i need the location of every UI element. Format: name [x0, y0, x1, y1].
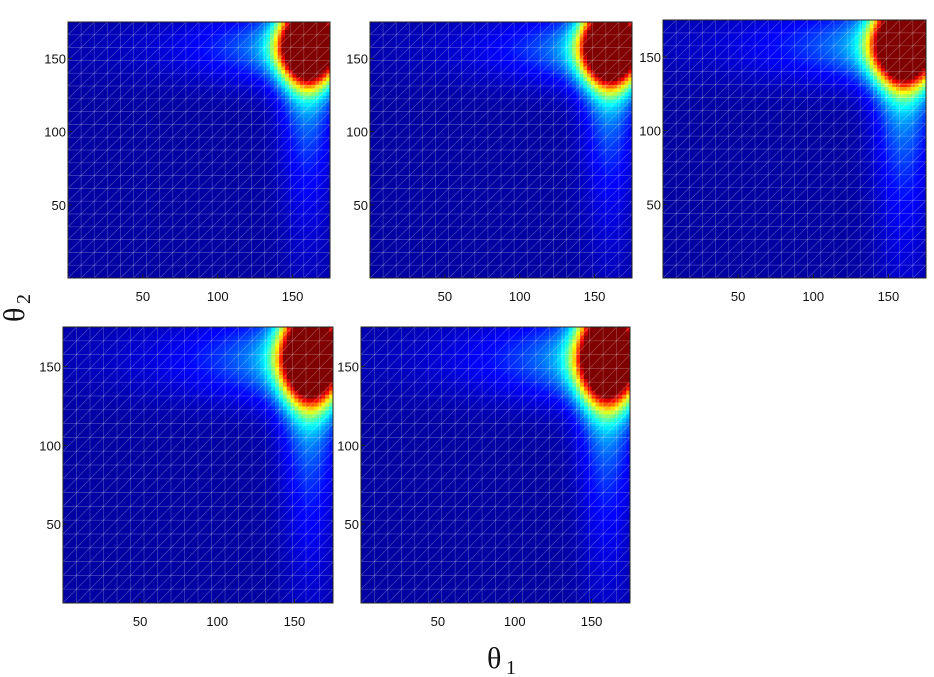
y-tick-label: 100 — [44, 125, 66, 140]
y-tick-label: 50 — [345, 517, 359, 532]
heatmap-cells — [68, 22, 330, 278]
y-axis-label-subscript: 2 — [13, 294, 35, 304]
y-tick-label: 50 — [647, 197, 661, 212]
heatmap-panel-4: 50 100 150 50 100 150 — [39, 326, 334, 629]
y-tick-label: 50 — [52, 198, 66, 213]
x-tick-label: 100 — [802, 289, 824, 304]
y-tick-label: 100 — [639, 124, 661, 139]
heatmap-cells — [63, 327, 333, 603]
x-tick-label: 100 — [504, 614, 526, 629]
x-tick-label: 100 — [207, 289, 229, 304]
y-axis-label-symbol: θ — [0, 308, 31, 322]
y-tick-label: 150 — [639, 50, 661, 65]
x-tick-label: 100 — [509, 289, 531, 304]
y-tick-label: 150 — [39, 359, 61, 374]
heatmap-cells — [370, 22, 632, 278]
x-axis-label: θ 1 — [487, 642, 516, 677]
y-axis-label: θ 2 — [0, 294, 35, 322]
mesh-lines — [663, 20, 926, 278]
mesh-lines — [63, 327, 333, 603]
x-tick-label: 150 — [878, 289, 900, 304]
heatmap-panel-1: 50 100 150 50 100 150 — [44, 21, 331, 304]
x-axis-label-symbol: θ — [487, 642, 501, 675]
y-tick-label: 50 — [47, 517, 61, 532]
x-tick-label: 150 — [584, 289, 606, 304]
y-tick-label: 150 — [337, 359, 359, 374]
x-tick-label: 150 — [581, 614, 603, 629]
x-tick-label: 150 — [282, 289, 304, 304]
mesh-lines — [370, 22, 632, 278]
plot-frame — [662, 19, 927, 279]
y-tick-label: 100 — [337, 438, 359, 453]
y-tick-label: 150 — [44, 52, 66, 67]
x-tick-label: 150 — [284, 614, 306, 629]
x-tick-label: 100 — [206, 614, 228, 629]
x-tick-label: 50 — [438, 289, 452, 304]
heatmap-cells — [361, 327, 630, 603]
y-tick-label: 150 — [346, 52, 368, 67]
y-tick-label: 50 — [354, 198, 368, 213]
heatmap-panel-3: 50 100 150 50 100 150 — [639, 19, 927, 304]
plot-frame — [62, 326, 334, 604]
mesh-lines — [68, 22, 330, 278]
plot-frame — [369, 21, 633, 279]
plot-frame — [67, 21, 331, 279]
heatmap-panels: 50 100 150 50 100 150 50 100 150 50 100 150 50 100 150… — [39, 19, 927, 629]
heatmap-panel-2: 50 100 150 50 100 150 — [346, 21, 633, 304]
plot-frame — [360, 326, 631, 604]
heatmap-cells — [663, 20, 926, 278]
x-tick-label: 50 — [136, 289, 150, 304]
heatmap-panel-5: 50 100 150 50 100 150 — [337, 326, 631, 629]
y-tick-label: 100 — [346, 125, 368, 140]
x-tick-label: 50 — [431, 614, 445, 629]
x-tick-label: 50 — [133, 614, 147, 629]
y-tick-label: 100 — [39, 438, 61, 453]
x-tick-label: 50 — [731, 289, 745, 304]
x-axis-label-subscript: 1 — [506, 657, 516, 677]
mesh-lines — [361, 327, 630, 603]
